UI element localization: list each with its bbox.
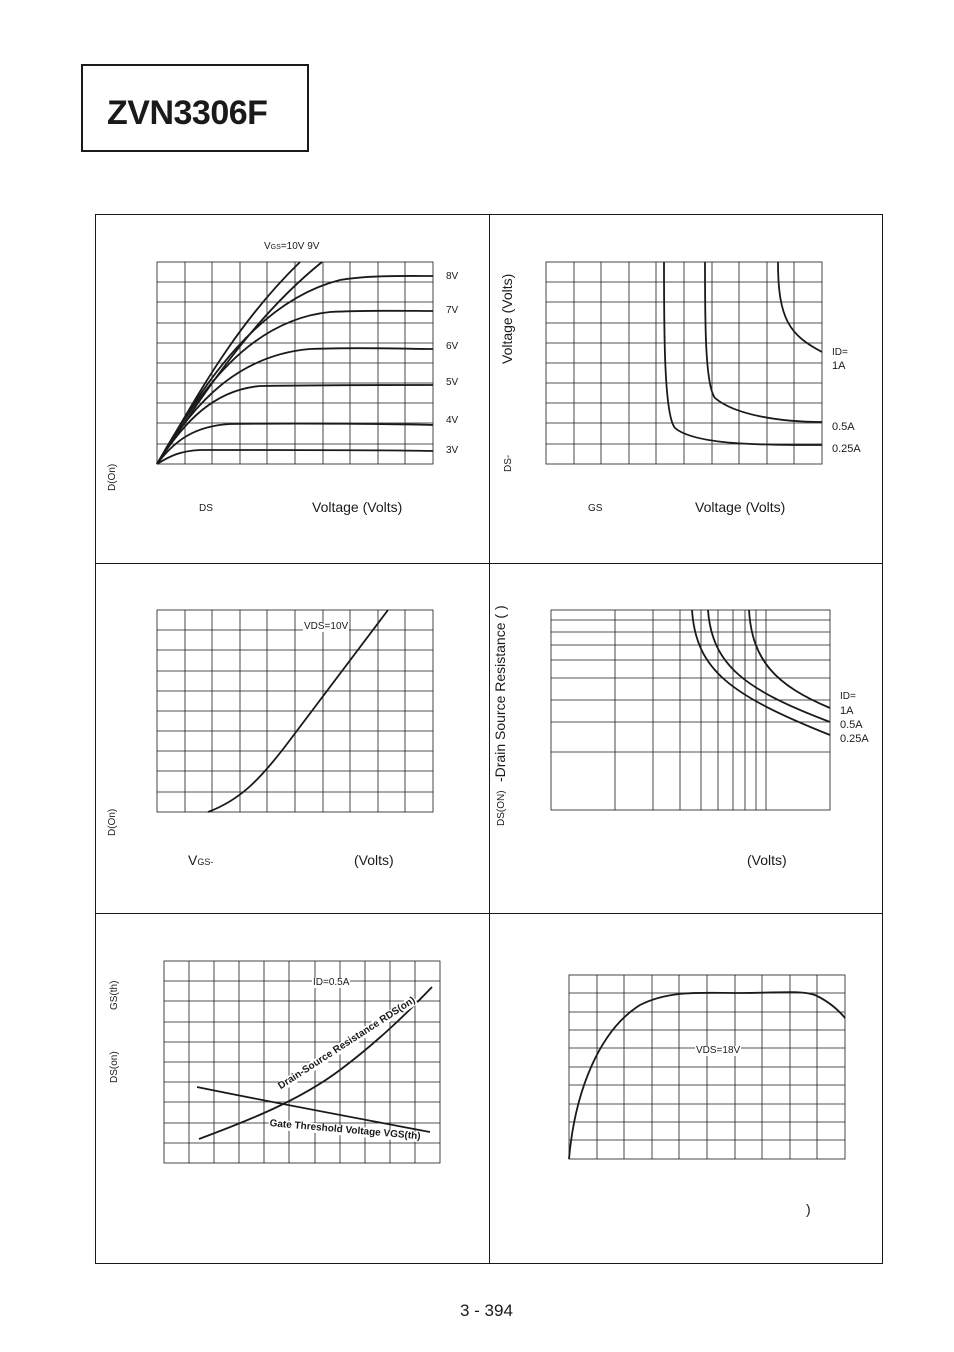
curve-vgs-5v: [156, 384, 434, 465]
vds-label-p6: VDS=18V: [695, 1045, 742, 1056]
curve-transconductance-vds-18v: [568, 991, 846, 1160]
curve-transfer-vds-10v: [207, 609, 389, 813]
curve-vgs-4v: [156, 422, 434, 465]
x-axis-units-p3: (Volts): [354, 852, 394, 868]
curve-label-6v: 6V: [446, 341, 459, 352]
curve-vgs-3v: [156, 449, 434, 465]
curves-p4: [691, 609, 831, 736]
grid-p3: [156, 609, 434, 813]
curve-id-0p5a: [704, 261, 823, 423]
curve-label-0p5a-p4: 0.5A: [840, 719, 863, 731]
curves-p2: [663, 261, 823, 446]
curve-label-0p25a-p2: 0.25A: [832, 443, 861, 455]
curve-label-1a-p2: 1A: [832, 360, 846, 372]
curve-label-5v: 5V: [446, 377, 459, 388]
curve-vgs-th: [196, 1086, 431, 1133]
vds-label-p3: VDS=10V: [303, 621, 350, 632]
vgs-top-label: VGS=10V 9V: [264, 241, 320, 252]
id-label-p2: ID=: [832, 347, 848, 358]
curve-vgs-8v: [156, 275, 434, 465]
x-axis-units-p4: (Volts): [747, 852, 787, 868]
x-axis-sub-p1: DS: [199, 503, 213, 514]
grid-p6: [568, 974, 846, 1160]
curve-id-1a-p4: [748, 609, 831, 709]
curve-vgs-7v: [156, 309, 434, 465]
curve-label-0p5a-p2: 0.5A: [832, 421, 855, 433]
curve-id-0p25a: [663, 261, 823, 446]
panel-transconductance: [489, 913, 883, 1264]
curve-label-8v: 8V: [446, 271, 459, 282]
x-axis-paren-p6: ): [806, 1201, 811, 1217]
x-axis-label-p2: Voltage (Volts): [695, 499, 786, 515]
part-number-box: ZVN3306F: [81, 64, 309, 152]
grid-p2: [545, 261, 823, 465]
page-number: 3 - 394: [460, 1301, 513, 1320]
curve-label-1a-p4: 1A: [840, 705, 854, 717]
x-axis-label-p1: Voltage (Volts): [312, 499, 403, 515]
x-axis-label-p3: VGS-: [188, 852, 214, 868]
curve-label-4v: 4V: [446, 415, 459, 426]
x-axis-sub-p2: GS: [588, 503, 603, 514]
curves-p5: [196, 986, 433, 1140]
grid-p4: [550, 609, 831, 811]
curve-id-1a: [777, 261, 823, 353]
curves-p1: [156, 261, 434, 465]
curve-vgs-6v: [156, 347, 434, 465]
curve-id-0p25a-p4: [691, 609, 831, 736]
curve-label-0p25a-p4: 0.25A: [840, 733, 869, 745]
id-label-p5: ID=0.5A: [312, 977, 351, 988]
curve-label-7v: 7V: [446, 305, 459, 316]
curve-rds-on: [198, 986, 433, 1140]
id-label-p4: ID=: [840, 691, 856, 702]
part-number-title: ZVN3306F: [107, 94, 268, 132]
curve-label-3v: 3V: [446, 445, 459, 456]
curve-id-0p5a-p4: [707, 609, 831, 723]
